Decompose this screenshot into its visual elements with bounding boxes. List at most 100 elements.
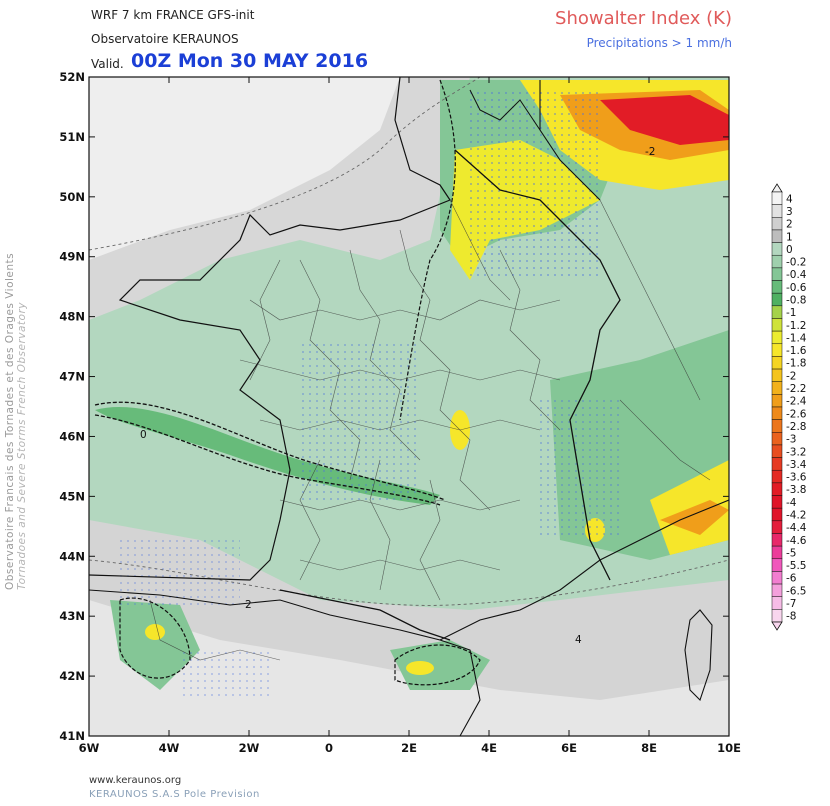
colorbar-label: -2 xyxy=(786,370,796,382)
colorbar-label: -4.2 xyxy=(786,510,807,522)
colorbar-swatch xyxy=(771,609,783,623)
colorbar-label: -5 xyxy=(786,547,796,559)
colorbar-swatch xyxy=(771,482,783,496)
latitude-axis: 52N 51N 50N 49N 48N 47N 46N 45N 44N 43N 42N 41N xyxy=(59,70,729,743)
lat-tick-label: 45N xyxy=(59,489,85,503)
lat-tick-label: 42N xyxy=(59,669,85,683)
border-france-spain xyxy=(279,589,451,641)
colorbar-label: -6.5 xyxy=(786,585,807,597)
colorbar-swatch xyxy=(771,596,783,610)
lat-tick-label: 41N xyxy=(59,729,85,743)
lat-tick-label: 43N xyxy=(59,609,85,623)
precip-area-alps xyxy=(540,400,620,540)
lon-tick-label: 10E xyxy=(717,741,741,755)
colorbar-label: -0.4 xyxy=(786,269,807,281)
coastline-spain-north xyxy=(89,589,481,736)
lat-tick-label: 50N xyxy=(59,190,85,204)
yellow-region-italy xyxy=(650,460,729,555)
colorbar-label: -3.8 xyxy=(786,484,807,496)
valid-date: 00Z Mon 30 MAY 2016 xyxy=(131,50,369,72)
map-subtitle: Precipitations > 1 mm/h xyxy=(586,36,732,50)
coastline-mediterranean xyxy=(439,499,729,641)
colorbar-label: -2.4 xyxy=(786,396,807,408)
map-field xyxy=(89,77,729,736)
lon-tick-label: 2E xyxy=(401,741,417,755)
contour-label-zero: 0 xyxy=(140,429,147,441)
colorbar-swatch xyxy=(771,432,783,446)
colorbar-label: -1 xyxy=(786,307,796,319)
colorbar-label: -3.6 xyxy=(786,472,807,484)
colorbar-swatch xyxy=(771,343,783,357)
yellow-spot-catalonia xyxy=(406,661,434,675)
lon-tick-label: 0 xyxy=(325,741,333,755)
orange-region-italy xyxy=(660,500,729,535)
colorbar-swatch xyxy=(771,507,783,522)
map-title: Showalter Index (K) xyxy=(555,8,732,29)
colorbar-label: -3.4 xyxy=(786,459,807,471)
lon-tick-label: 6E xyxy=(561,741,577,755)
colorbar-swatch xyxy=(771,583,783,597)
contour-line-catalonia xyxy=(394,644,481,686)
lon-tick-label: 6W xyxy=(79,741,100,755)
lon-tick-label: 4W xyxy=(159,741,180,755)
stable-region-north-light xyxy=(89,77,400,260)
colorbar-label: -3.2 xyxy=(786,446,807,458)
colorbar-label: -0.2 xyxy=(786,257,807,269)
longitude-axis: 6W 4W 2W 0 2E 4E 6E 8E 10E xyxy=(79,77,741,755)
lat-tick-label: 46N xyxy=(59,429,85,443)
colorbar-label: -4.4 xyxy=(786,522,807,534)
colorbar-swatch xyxy=(771,254,783,269)
observatory-name: Observatoire KERAUNOS xyxy=(91,32,239,46)
stable-region-south-light xyxy=(89,600,729,736)
colorbar-swatch xyxy=(771,242,783,256)
colorbar-top-arrow xyxy=(771,183,783,193)
contour-line-spain xyxy=(119,597,191,679)
colorbar-swatch xyxy=(771,571,783,585)
colorbar-swatch xyxy=(771,217,783,231)
colorbar-label: 2 xyxy=(786,219,793,231)
colorbar-label: -0.6 xyxy=(786,282,807,294)
colorbar-swatch xyxy=(771,330,783,345)
colorbar-legend: 43210-0.2-0.4-0.6-0.8-1-1.2-1.4-1.6-1.8-… xyxy=(771,183,807,631)
contour-line-zero-west xyxy=(399,79,456,421)
model-title: WRF 7 km FRANCE GFS-init xyxy=(91,8,255,22)
contour-line-zero-atlantic xyxy=(94,401,446,501)
colorbar-label: 1 xyxy=(786,231,793,243)
colorbar-label: -2.8 xyxy=(786,421,807,433)
contour-line-zero-atlantic-lower xyxy=(94,414,441,506)
contour-line-four-north xyxy=(89,77,481,251)
colorbar-swatch xyxy=(771,356,783,370)
colorbar-label: -1.6 xyxy=(786,345,807,357)
colorbar-label: -4.6 xyxy=(786,535,807,547)
green-region-catalonia xyxy=(390,640,490,690)
colorbar-label: 4 xyxy=(786,193,793,205)
colorbar-swatch xyxy=(771,520,783,534)
colorbar-label: -2.2 xyxy=(786,383,807,395)
colorbar-swatch xyxy=(771,292,783,307)
colorbar-label: -1.2 xyxy=(786,320,807,332)
colorbar-swatch xyxy=(771,558,783,572)
colorbar-swatch xyxy=(771,204,783,218)
border-france-east xyxy=(454,149,621,581)
colorbar-swatch xyxy=(771,368,783,382)
colorbar-swatch xyxy=(771,406,783,420)
colorbar-swatch xyxy=(771,533,783,547)
colorbar-swatch xyxy=(771,419,783,433)
border-belgium-germany xyxy=(539,80,601,201)
contour-label-four: 4 xyxy=(575,634,582,646)
colorbar-swatch xyxy=(771,318,783,332)
colorbar-swatch xyxy=(771,229,783,243)
colorbar-swatch xyxy=(771,457,783,471)
colorbar-bottom-arrow xyxy=(771,621,783,631)
colorbar-label: -5.5 xyxy=(786,560,807,572)
coastline-france-west xyxy=(89,77,451,581)
coastline-netherlands xyxy=(469,89,541,131)
green-region-cantabria xyxy=(110,600,200,690)
colorbar-label: -7 xyxy=(786,598,796,610)
colorbar-label: 3 xyxy=(786,206,793,218)
colorbar-label: -8 xyxy=(786,611,796,623)
lat-tick-label: 51N xyxy=(59,130,85,144)
yellow-spot-spain xyxy=(145,624,165,640)
contour-label-minus-two: -2 xyxy=(645,146,655,158)
lat-tick-label: 44N xyxy=(59,549,85,563)
